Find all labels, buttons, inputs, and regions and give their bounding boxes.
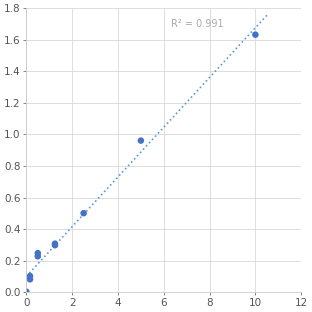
Point	[27, 277, 32, 282]
Point	[253, 32, 258, 37]
Point	[35, 251, 40, 256]
Point	[52, 241, 57, 246]
Point	[139, 138, 144, 143]
Point	[27, 274, 32, 279]
Point	[35, 254, 40, 259]
Point	[24, 289, 29, 294]
Point	[52, 243, 57, 248]
Text: R² = 0.991: R² = 0.991	[171, 19, 223, 29]
Point	[81, 211, 86, 216]
